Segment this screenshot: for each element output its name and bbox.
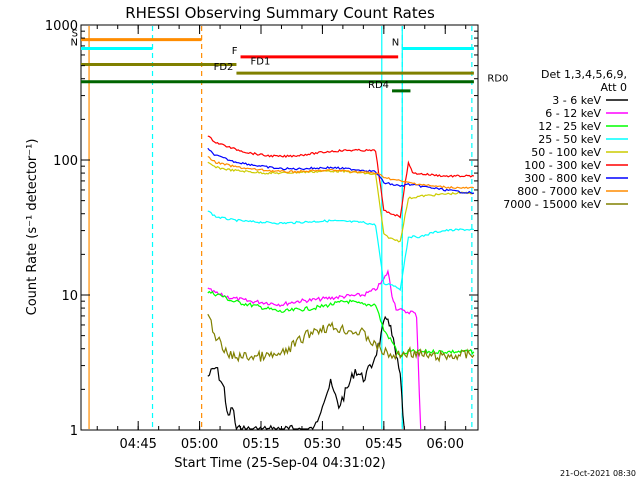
legend-label: 7000 - 15000 keV	[503, 198, 601, 211]
series-lines	[207, 135, 475, 431]
legend-label: 100 - 300 keV	[524, 159, 601, 172]
series-line-50-100-kev	[207, 161, 475, 243]
chart-title: RHESSI Observing Summary Count Rates	[125, 4, 435, 22]
plot-frame	[80, 24, 479, 431]
legend-label: 12 - 25 keV	[538, 120, 601, 133]
legend-label: 50 - 100 keV	[531, 146, 601, 159]
series-line-100-300-kev	[207, 135, 475, 219]
series-line-25-50-kev	[207, 210, 475, 292]
footer-timestamp: 21-Oct-2021 08:30	[560, 469, 636, 478]
axes: 1 10 100 1000 04:45 05:00 05:15 05:30 05:45 06:00	[45, 19, 478, 452]
y-tick-label: 10	[61, 289, 78, 304]
vertical-markers	[88, 26, 473, 429]
series-line-3-6-kev	[207, 315, 405, 431]
series-line-12-25-kev	[207, 290, 475, 358]
state-bar-label-n: N	[71, 37, 78, 48]
x-tick-label: 04:45	[119, 437, 156, 452]
x-tick-label: 05:30	[304, 437, 341, 452]
legend-label: 3 - 6 keV	[552, 94, 601, 107]
x-tick-label: 05:45	[365, 437, 402, 452]
state-bar-label-fd1: FD1	[251, 56, 271, 67]
x-axis-label: Start Time (25-Sep-04 04:31:02)	[174, 456, 385, 471]
state-bar-label-fd2: FD2	[214, 62, 234, 73]
state-bar-label-f: F	[232, 46, 238, 57]
series-line-800-7000-kev	[207, 155, 475, 190]
state-bar-label-rd4: RD4	[368, 80, 389, 91]
y-tick-label: 100	[53, 154, 78, 169]
y-axis-label: Count Rate (s⁻¹ detector⁻¹)	[25, 139, 40, 316]
y-tick-label: 1	[70, 424, 78, 439]
x-tick-label: 05:15	[242, 437, 279, 452]
legend-label: 800 - 7000 keV	[517, 185, 601, 198]
series-line-7000-15000-kev	[207, 313, 475, 363]
legend-header: Att 0	[601, 81, 627, 94]
state-bar-label-rd0: RD0	[487, 74, 508, 85]
y-tick-label: 1000	[45, 19, 78, 34]
legend-label: 300 - 800 keV	[524, 172, 601, 185]
state-bar-label-s: S	[72, 29, 78, 40]
series-line-6-12-kev	[207, 268, 422, 430]
series-line-300-800-kev	[207, 147, 475, 195]
legend-header: Det 1,3,4,5,6,9,	[541, 68, 627, 81]
x-tick-label: 05:00	[181, 437, 218, 452]
state-bar-label-n: N	[392, 37, 399, 48]
legend-label: 25 - 50 keV	[538, 133, 601, 146]
legend-label: 6 - 12 keV	[545, 107, 601, 120]
x-tick-label: 06:00	[427, 437, 464, 452]
